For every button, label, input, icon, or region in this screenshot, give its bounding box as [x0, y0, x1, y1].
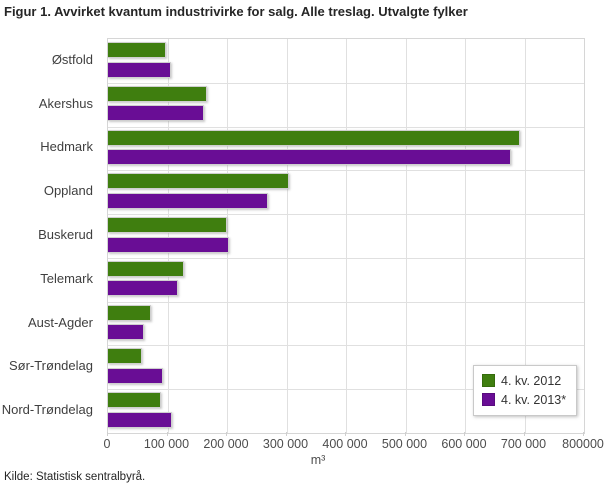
horizontal-gridline [108, 389, 584, 391]
y-axis-label: Akershus [38, 95, 93, 111]
plot-area [107, 38, 585, 434]
horizontal-gridline [108, 345, 584, 347]
y-axis-label: Nord-Trøndelag [1, 402, 93, 418]
bar-oppland-series-0 [108, 173, 289, 190]
y-axis-label: Aust-Agder [27, 314, 93, 330]
horizontal-gridline [108, 126, 584, 128]
bar-oppland-series-1 [108, 192, 268, 209]
bar-buskerud-series-1 [108, 236, 229, 253]
x-tick-mark [523, 432, 525, 436]
bar-aust-agder-series-0 [108, 304, 151, 321]
x-tick-mark [464, 432, 465, 436]
legend-swatch-2012 [482, 374, 495, 387]
x-tick-label: 500 000 [381, 437, 428, 451]
vertical-gridline [524, 39, 526, 433]
vertical-gridline [465, 39, 466, 433]
x-axis-tick-labels: 0 100 000 200 000 300 000 400 000 500 000 600 … [0, 437, 610, 452]
horizontal-gridline [108, 214, 584, 216]
horizontal-gridline [108, 257, 584, 259]
bar-østfold-series-0 [108, 42, 166, 58]
vertical-gridline [286, 39, 288, 433]
x-tick-label: 800000 [562, 437, 604, 451]
legend-item-2013: 4. kv. 2013* [482, 390, 568, 409]
x-tick-label: 100 000 [143, 437, 190, 451]
horizontal-gridline [108, 82, 584, 84]
x-tick-mark [166, 432, 168, 436]
y-axis-label: Sør-Trøndelag [8, 358, 93, 374]
legend: 4. kv. 2012 4. kv. 2013* [473, 365, 577, 416]
x-tick-mark [345, 432, 346, 436]
y-axis-label: Oppland [43, 183, 93, 199]
bar-sør-trøndelag-series-1 [108, 367, 163, 384]
legend-label-2013: 4. kv. 2013* [501, 392, 567, 407]
source-credit: Kilde: Statistisk sentralbyrå. [4, 471, 146, 483]
bar-telemark-series-1 [108, 280, 178, 297]
bar-nord-trøndelag-series-1 [108, 411, 172, 428]
bar-buskerud-series-0 [108, 217, 227, 234]
x-tick-label: 0 [103, 437, 111, 451]
legend-label-2012: 4. kv. 2012 [501, 373, 562, 388]
horizontal-gridline [108, 301, 584, 303]
x-tick-mark [226, 432, 227, 436]
y-axis-label: Telemark [40, 270, 93, 286]
bar-telemark-series-0 [108, 260, 184, 277]
vertical-gridline [227, 39, 228, 433]
horizontal-gridline [108, 170, 584, 172]
x-tick-label: 200 000 [203, 437, 249, 451]
y-axis-label: Buskerud [38, 227, 93, 242]
x-tick-mark [285, 432, 287, 436]
x-tick-label: 300 000 [262, 437, 309, 451]
legend-item-2012: 4. kv. 2012 [482, 371, 568, 390]
legend-swatch-2013 [482, 393, 495, 406]
x-tick-mark [404, 432, 406, 436]
vertical-gridline [346, 39, 347, 433]
vertical-gridline [405, 39, 407, 433]
y-axis-label: Østfold [51, 51, 93, 67]
x-axis-title: m³ [310, 453, 326, 467]
bar-hedmark-series-1 [108, 149, 511, 166]
bar-akershus-series-1 [108, 105, 204, 122]
x-tick-label: 400 000 [322, 437, 368, 451]
bar-nord-trøndelag-series-0 [108, 392, 161, 409]
bar-sør-trøndelag-series-0 [108, 348, 142, 365]
bar-akershus-series-0 [108, 85, 207, 102]
x-tick-mark [107, 432, 108, 436]
y-axis-labels: Østfold Akershus Hedmark Oppland Buskerud Tel… [0, 38, 100, 432]
y-axis-label: Hedmark [40, 139, 93, 155]
vertical-gridline [167, 39, 169, 433]
chart-title: Figur 1. Avvirket kvantum industrivirke … [4, 4, 468, 19]
x-tick-mark [583, 432, 584, 436]
bar-hedmark-series-0 [108, 129, 520, 146]
x-tick-label: 700 000 [500, 437, 547, 451]
x-tick-label: 600 000 [441, 437, 487, 451]
bar-østfold-series-1 [108, 61, 171, 78]
bar-aust-agder-series-1 [108, 324, 144, 341]
